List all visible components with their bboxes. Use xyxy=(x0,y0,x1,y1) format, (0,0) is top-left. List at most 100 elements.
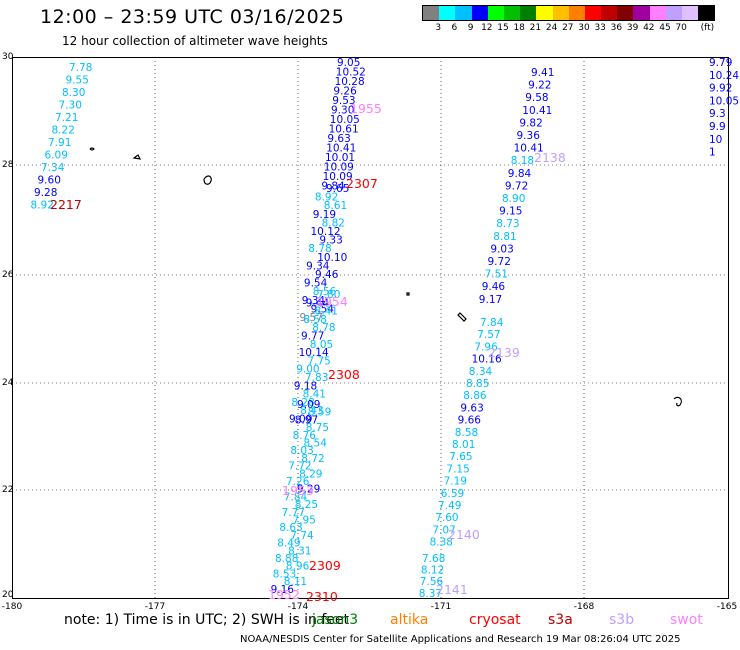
swh-value: 8.38 xyxy=(430,537,453,549)
swh-value: 6.09 xyxy=(45,150,68,162)
legend-swatch xyxy=(649,6,666,20)
swh-value: 9.54 xyxy=(304,278,328,290)
swh-value: 9.72 xyxy=(488,256,511,268)
swh-value: 7.84 xyxy=(480,317,504,329)
legend-label: 9 xyxy=(467,23,474,33)
swh-value: 7.77 xyxy=(282,507,305,519)
legend-swatch xyxy=(601,6,618,20)
map-title: 12:00 – 23:59 UTC 03/16/2025 xyxy=(40,6,345,28)
legend-swatch xyxy=(698,6,715,20)
island-outline xyxy=(406,292,410,296)
swh-value: 10.61 xyxy=(329,124,359,136)
legend-swatch xyxy=(423,6,440,20)
swh-value: 8.41 xyxy=(315,306,338,318)
legend-swatch xyxy=(665,6,682,20)
swh-value: 8.92 xyxy=(31,200,54,212)
swh-value: 10.09 xyxy=(323,171,353,183)
swh-value: 8.72 xyxy=(301,453,324,465)
swh-value: 9.15 xyxy=(499,206,522,218)
x-axis-label: -165 xyxy=(716,602,738,612)
swh-value: 1 xyxy=(709,147,716,159)
swh-value: 8.34 xyxy=(469,366,493,378)
swh-value: 10 xyxy=(709,134,722,146)
track-label: 2309 xyxy=(309,558,341,573)
legend-swatch xyxy=(617,6,634,20)
swh-value: 8.75 xyxy=(306,422,329,434)
swh-value: 7.30 xyxy=(59,100,82,112)
y-axis-label: 22 xyxy=(2,485,14,495)
satellite-name: altika xyxy=(390,612,429,628)
legend-swatch xyxy=(455,6,472,20)
swh-value: 7.51 xyxy=(485,269,508,281)
footnote: note: 1) Time is in UTC; 2) SWH is in fe… xyxy=(64,612,350,628)
swh-value: 8.31 xyxy=(288,545,311,557)
swh-value: 6.59 xyxy=(441,488,464,500)
track-label: 2140 xyxy=(448,527,480,542)
legend-label: 36 xyxy=(610,23,623,33)
island-outline xyxy=(203,175,212,185)
swh-value: 7.21 xyxy=(55,112,78,124)
swh-value: 9.79 xyxy=(709,57,732,69)
legend-swatch xyxy=(633,6,650,20)
swh-value: 8.96 xyxy=(286,561,310,573)
swh-value: 9.60 xyxy=(38,175,61,187)
legend-label: 70 xyxy=(675,23,687,33)
legend-swatch xyxy=(487,6,504,20)
y-axis-label: 28 xyxy=(2,160,14,170)
swh-value: 9.63 xyxy=(460,402,483,414)
swh-value: 8.82 xyxy=(322,217,345,229)
x-axis-label: -180 xyxy=(1,602,23,612)
track-label: 2138 xyxy=(534,150,566,165)
legend-swatch xyxy=(520,6,537,20)
swh-value: 8.12 xyxy=(421,565,444,577)
swh-value: 8.90 xyxy=(502,193,525,205)
swh-value: 9.05 xyxy=(337,57,360,69)
swh-value: 8.18 xyxy=(511,155,534,167)
swh-value: 9.72 xyxy=(505,180,528,192)
swh-value: 8.78 xyxy=(308,243,331,255)
swh-value: 9.63 xyxy=(327,133,350,145)
swh-value: 9.34 xyxy=(302,295,326,307)
swh-value: 8.49 xyxy=(277,538,300,550)
swh-value: 7.65 xyxy=(449,451,472,463)
swh-value: 7.78 xyxy=(69,62,92,74)
swh-value: 9.09 xyxy=(297,399,320,411)
swh-value: 9.26 xyxy=(333,86,357,98)
swh-value: 7.84 xyxy=(284,491,308,503)
swh-value: 8.76 xyxy=(293,430,317,442)
legend-swatch xyxy=(536,6,553,20)
swh-value: 8.58 xyxy=(455,427,478,439)
legend-label: 39 xyxy=(626,23,639,33)
swh-value: 9.28 xyxy=(34,187,57,199)
swh-value: 7.57 xyxy=(477,329,500,341)
swh-value: 8.05 xyxy=(310,339,333,351)
swh-value: 9.53 xyxy=(332,95,355,107)
track-label: 2308 xyxy=(328,367,360,382)
swh-value: 8.58 xyxy=(303,314,326,326)
swh-value: 9.84 xyxy=(321,181,345,193)
swh-value: 9.22 xyxy=(528,80,551,92)
swh-value: 8.37 xyxy=(419,588,442,600)
swh-value: 8.85 xyxy=(466,378,489,390)
satellite-name: jason3 xyxy=(312,612,359,628)
swh-value: 8.11 xyxy=(284,576,307,588)
legend-label: 30 xyxy=(578,23,590,33)
swh-value: 7.07 xyxy=(432,524,455,536)
map-subtitle: 12 hour collection of altimeter wave hei… xyxy=(62,34,328,48)
swh-value: 9.33 xyxy=(319,235,342,247)
swh-value: 9.55 xyxy=(66,75,89,87)
swh-value: 10.10 xyxy=(317,252,347,264)
swh-value: 8.28 xyxy=(291,397,314,409)
track-label: 2217 xyxy=(50,197,82,212)
x-axis-label: -177 xyxy=(144,602,166,612)
legend-label: 3 xyxy=(435,23,442,33)
legend-label: 18 xyxy=(513,23,525,33)
swh-value: 9.82 xyxy=(519,117,542,129)
credit-line: NOAA/NESDIS Center for Satellite Applica… xyxy=(240,634,681,645)
swh-value: 10.28 xyxy=(335,76,365,88)
legend-swatch xyxy=(503,6,521,20)
track-label: 1954 xyxy=(316,294,348,309)
legend-label: 12 xyxy=(481,23,493,33)
swh-value: 7.72 xyxy=(288,461,311,473)
swh-value: 9.19 xyxy=(313,209,336,221)
